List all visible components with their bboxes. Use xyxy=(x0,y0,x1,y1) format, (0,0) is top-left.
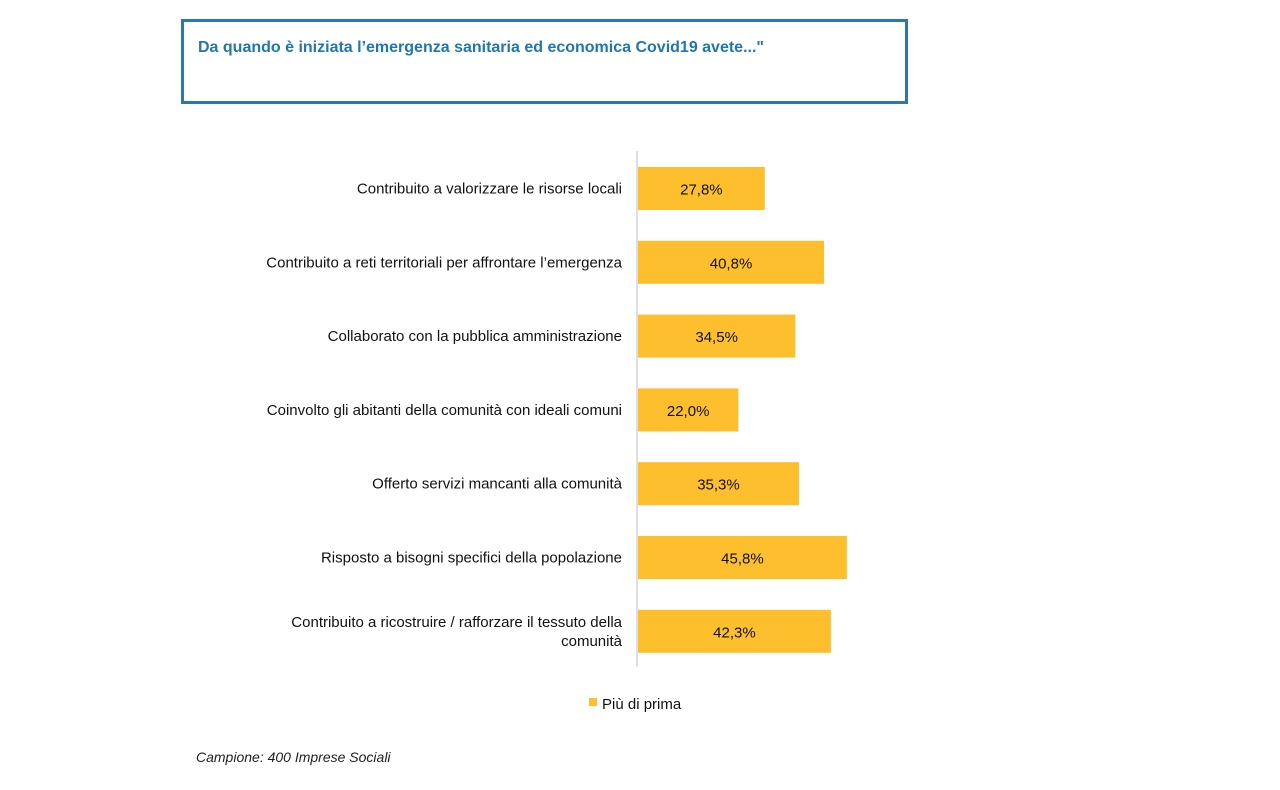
bar xyxy=(638,314,796,358)
legend-label: Più di prima xyxy=(602,696,682,713)
category-label: Risposto a bisogni specifici della popol… xyxy=(321,550,622,567)
category-label: Collaborato con la pubblica amministrazi… xyxy=(328,328,622,345)
data-label: 40,8% xyxy=(710,255,753,272)
data-label: 22,0% xyxy=(667,403,710,420)
bar xyxy=(638,462,799,506)
data-label: 27,8% xyxy=(680,182,723,199)
category-label: Contribuito a ricostruire / rafforzare i… xyxy=(291,614,622,631)
category-label: Coinvolto gli abitanti della comunità co… xyxy=(267,402,622,419)
chart-title: Da quando è iniziata l’emergenza sanitar… xyxy=(198,39,764,56)
category-label: Contribuito a valorizzare le risorse loc… xyxy=(357,181,622,198)
data-label: 45,8% xyxy=(721,551,764,568)
bar xyxy=(638,536,847,579)
legend-swatch xyxy=(589,698,597,706)
category-label: comunità xyxy=(561,633,623,650)
bar xyxy=(638,240,825,284)
data-label: 42,3% xyxy=(713,624,756,641)
data-label: 34,5% xyxy=(695,329,738,346)
footnote: Campione: 400 Imprese Sociali xyxy=(196,749,391,765)
chart-title-box: Da quando è iniziata l’emergenza sanitar… xyxy=(181,19,908,104)
category-label: Offerto servizi mancanti alla comunità xyxy=(372,476,622,493)
category-label: Contribuito a reti territoriali per affr… xyxy=(266,254,622,271)
data-label: 35,3% xyxy=(697,477,740,494)
bar xyxy=(638,388,739,432)
bar xyxy=(638,167,765,210)
bar xyxy=(638,609,831,653)
